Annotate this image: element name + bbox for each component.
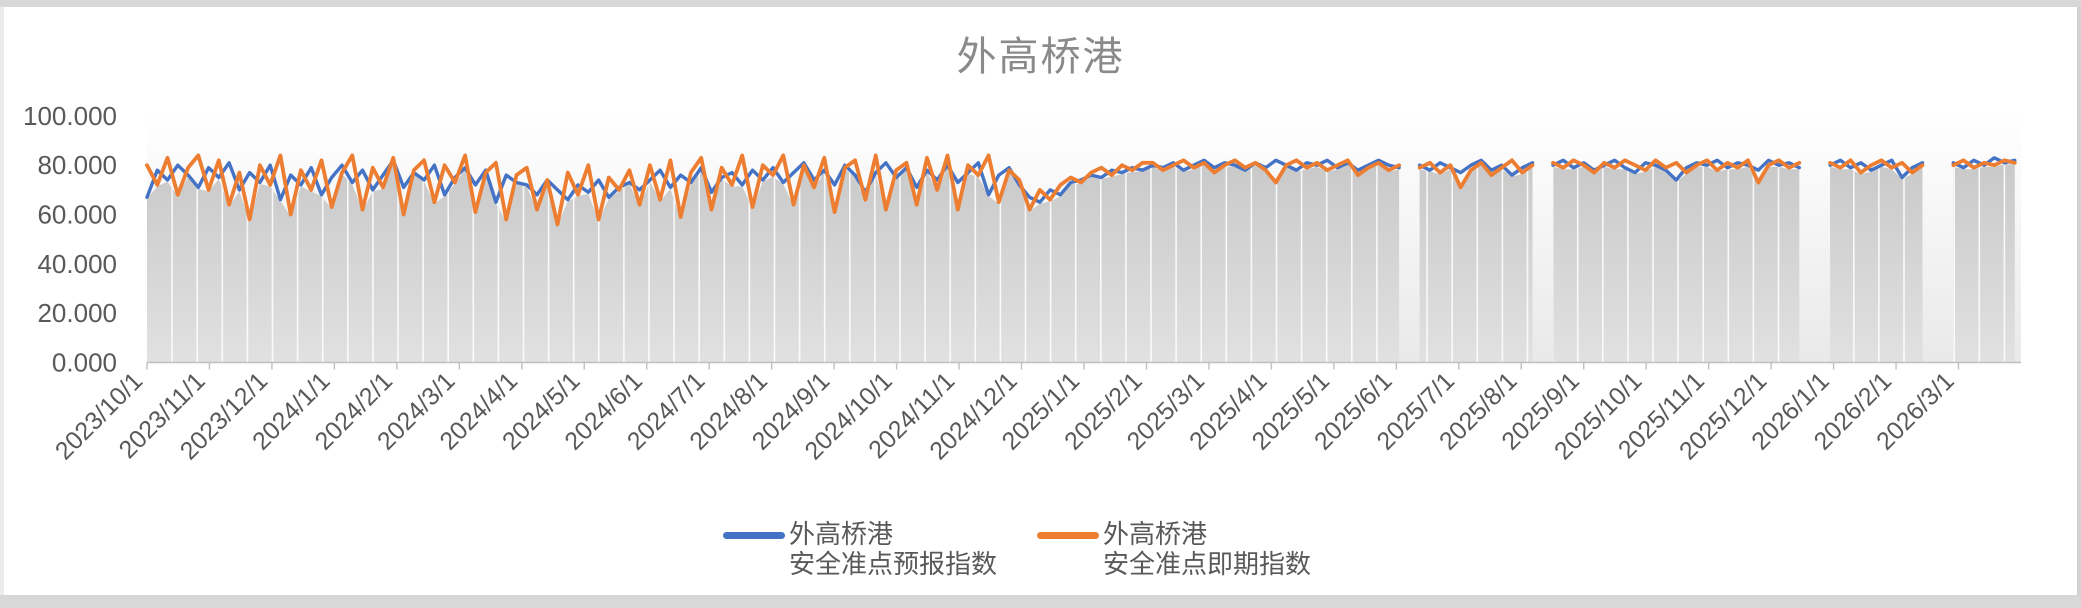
chart-title: 外高桥港 xyxy=(956,35,1125,79)
area-fill xyxy=(147,161,2015,363)
card-right-border xyxy=(2077,7,2081,595)
legend-label-line2: 安全准点即期指数 xyxy=(1103,549,1312,579)
svg-text:60.000: 60.000 xyxy=(37,200,117,230)
legend-label-spot-index: 外高桥港 安全准点即期指数 xyxy=(1103,519,1311,579)
legend-line-swatch-blue xyxy=(723,532,785,539)
legend-label-forecast-index: 外高桥港 安全准点预报指数 xyxy=(789,519,997,579)
legend-label-line2: 安全准点预报指数 xyxy=(789,549,998,579)
legend-entry-spot-index: 外高桥港 安全准点即期指数 xyxy=(1037,519,1311,579)
legend-line-swatch-orange xyxy=(1037,532,1099,539)
x-axis-ticks xyxy=(146,362,1960,370)
legend-entry-forecast-index: 外高桥港 安全准点预报指数 xyxy=(723,519,997,579)
svg-text:100.000: 100.000 xyxy=(23,101,117,131)
series-line-spot-index xyxy=(145,153,2017,227)
card-left-border xyxy=(0,7,4,595)
svg-text:0.000: 0.000 xyxy=(52,348,117,378)
series-line-forecast-index xyxy=(145,156,2017,204)
window-bottom-strip xyxy=(0,595,2081,608)
svg-text:80.000: 80.000 xyxy=(37,150,117,180)
legend-label-line1: 外高桥港 xyxy=(789,519,894,549)
window-top-strip xyxy=(0,0,2081,7)
x-axis-labels: 2023/10/12023/11/12023/12/12024/1/12024/… xyxy=(50,367,1960,465)
svg-text:40.000: 40.000 xyxy=(37,249,117,279)
svg-text:20.000: 20.000 xyxy=(37,298,117,328)
chart-legend: 外高桥港 安全准点预报指数 外高桥港 安全准点即期指数 xyxy=(0,519,2081,589)
legend-label-line1: 外高桥港 xyxy=(1103,519,1208,549)
y-axis-labels: 100.000 80.000 60.000 40.000 20.000 0.000 xyxy=(23,101,117,378)
